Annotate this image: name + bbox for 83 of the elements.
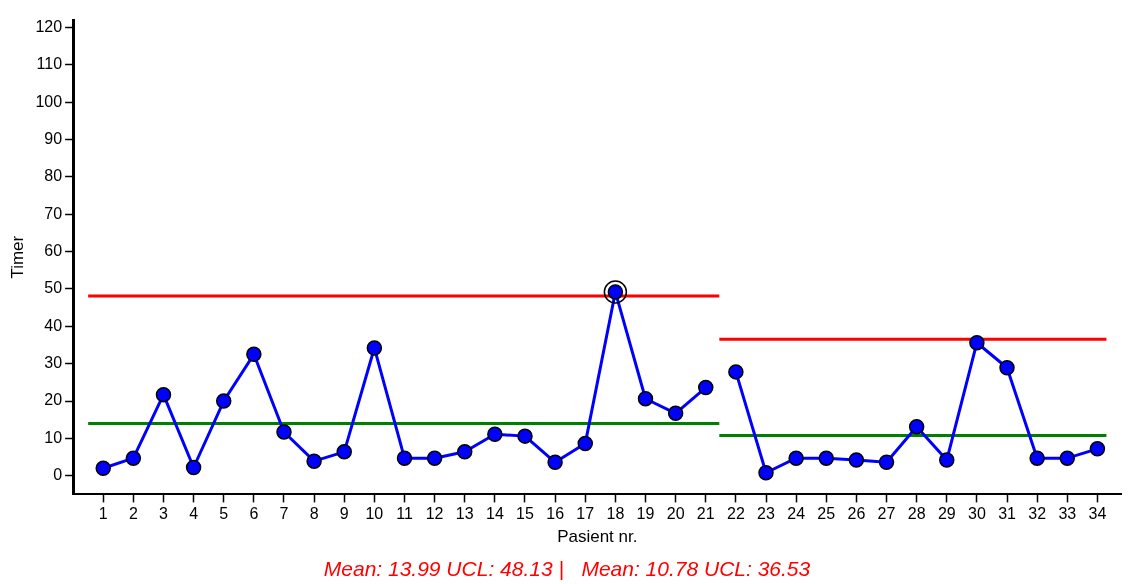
x-tick-label: 28: [907, 505, 926, 523]
point: [426, 450, 443, 466]
point: [487, 426, 503, 443]
x-axis-title: Pasient nr.: [557, 527, 638, 547]
x-tick-label: 11: [396, 505, 413, 523]
point: [908, 419, 925, 435]
y-tick-label: 80: [44, 167, 63, 185]
x-tick-label: 13: [455, 505, 474, 523]
x-tick-label: 1: [98, 505, 108, 523]
y-tick-label: 20: [44, 391, 63, 409]
point: [95, 460, 111, 476]
point: [728, 364, 744, 380]
point: [577, 435, 593, 452]
point: [1029, 450, 1045, 466]
x-tick-label: 27: [877, 505, 896, 523]
point: [788, 450, 804, 466]
y-tick-label: 70: [44, 204, 63, 222]
x-tick-label: 8: [309, 505, 319, 523]
point: [185, 459, 202, 476]
x-tick-label: 34: [1088, 505, 1107, 523]
point: [276, 424, 292, 440]
point: [969, 334, 985, 351]
point: [698, 379, 714, 396]
point: [517, 428, 533, 444]
x-tick-label: 6: [249, 505, 259, 523]
x-tick-label: 10: [365, 505, 384, 523]
x-tick-label: 24: [787, 505, 806, 523]
y-tick-label: 120: [35, 17, 63, 35]
x-tick-label: 22: [726, 505, 745, 523]
point: [1059, 450, 1076, 466]
x-tick-label: 14: [485, 505, 504, 523]
x-tick-label: 3: [159, 505, 169, 523]
x-tick-label: 15: [516, 505, 534, 523]
point: [125, 450, 142, 466]
point: [848, 452, 865, 468]
point: [456, 444, 473, 460]
point: [878, 454, 895, 471]
x-tick-label: 12: [425, 505, 444, 523]
x-tick-label: 5: [219, 505, 229, 523]
y-tick-label: 50: [44, 279, 63, 297]
point: [667, 405, 684, 422]
point: [758, 464, 774, 481]
x-tick-label: 33: [1058, 505, 1077, 523]
point: [818, 450, 835, 466]
x-tick-label: 18: [606, 505, 625, 523]
x-tick-label: 31: [998, 505, 1017, 523]
y-tick-label: 60: [44, 242, 63, 259]
y-tick-label: 100: [35, 92, 63, 110]
point: [246, 346, 262, 363]
point: [939, 452, 955, 468]
x-tick-label: 17: [576, 505, 595, 523]
text: Mean: 13.99 UCL: 48.13 | Mean: 10.78 UCL: 36.53: [322, 557, 812, 581]
point: [396, 450, 413, 466]
x-tick-label: 20: [666, 505, 685, 523]
y-axis-title: Timer: [7, 235, 27, 279]
y-tick-label: 90: [44, 129, 63, 147]
point: [215, 393, 232, 409]
point: [637, 391, 654, 407]
x-tick-label: 19: [636, 505, 655, 523]
y-tick-label: 0: [53, 466, 63, 484]
x-tick-label: 4: [189, 505, 199, 523]
x-tick-label: 25: [817, 505, 836, 523]
point: [366, 340, 383, 356]
point: [155, 386, 172, 403]
x-tick-label: 32: [1028, 505, 1047, 523]
point: [999, 360, 1015, 376]
y-tick-label: 40: [44, 316, 63, 334]
point: [306, 453, 322, 469]
y-tick-label: 30: [44, 354, 63, 372]
y-tick-label: 10: [44, 428, 63, 446]
x-tick-label: 9: [339, 505, 349, 523]
point: [336, 444, 352, 460]
x-tick-label: 29: [937, 505, 956, 523]
point: [1089, 441, 1106, 457]
x-tick-label: 16: [546, 505, 565, 523]
y-tick-label: 110: [36, 55, 63, 73]
x-tick-label: 7: [279, 505, 289, 523]
x-tick-label: 23: [757, 505, 776, 523]
x-tick-label: 30: [967, 505, 986, 523]
x-tick-label: 21: [696, 505, 715, 523]
point: [547, 454, 563, 471]
x-tick-label: 2: [128, 505, 138, 523]
x-tick-label: 26: [847, 505, 866, 523]
